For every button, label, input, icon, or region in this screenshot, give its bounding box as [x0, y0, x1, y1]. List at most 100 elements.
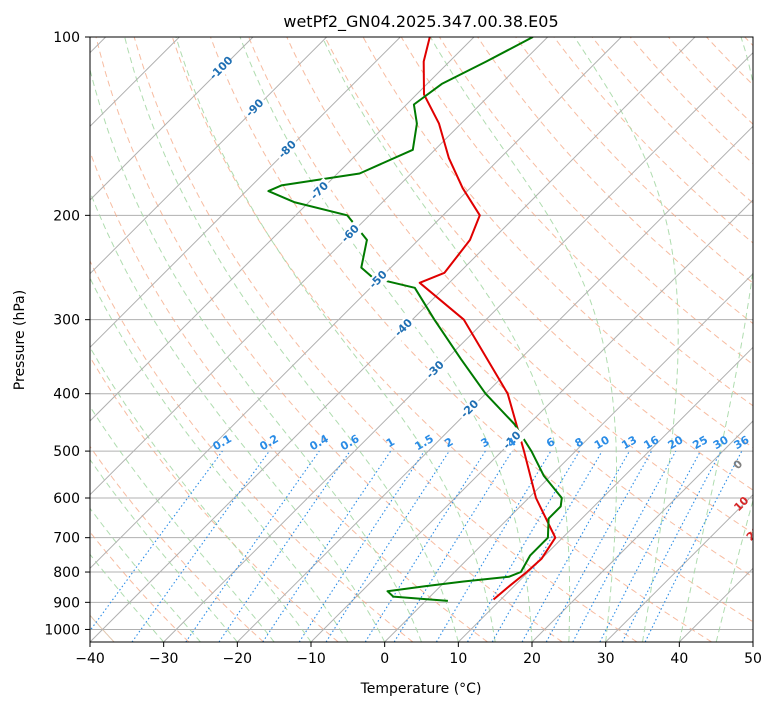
y-tick-label: 700: [53, 531, 80, 547]
x-tick-label: 30: [597, 651, 615, 667]
mixing-ratio-label: 30: [711, 433, 731, 452]
mixing-ratio-label: 20: [666, 433, 686, 452]
moist-adiabat-line: [573, 37, 679, 642]
dry-adiabat-line: [171, 37, 712, 642]
dry-adiabat-line: [591, 37, 753, 204]
x-tick-label: −20: [223, 651, 253, 667]
moist-adiabat-line: [124, 37, 459, 642]
mixing-ratio-line: [364, 450, 486, 642]
isotherm-line: [90, 37, 622, 570]
isotherm-line: [90, 37, 475, 422]
x-tick-label: 20: [523, 651, 541, 667]
isotherm-line: [310, 199, 753, 642]
dry-adiabat-line: [90, 259, 414, 642]
mixing-ratio-line: [435, 450, 552, 642]
isotherm-line: [457, 346, 753, 642]
y-tick-label: 500: [53, 444, 80, 460]
mixing-ratio-line: [521, 450, 630, 642]
isotherm-line: [90, 37, 696, 642]
label-background: [422, 356, 449, 384]
isotherm-line: [531, 420, 753, 642]
dry-adiabat-line: [324, 37, 753, 491]
mixing-ratio-line: [218, 450, 351, 642]
dry-adiabat-line: [744, 37, 753, 47]
label-background: [306, 177, 334, 205]
x-tick-label: −40: [75, 651, 105, 667]
chart-title: wetPf2_GN04.2025.347.00.38.E05: [283, 12, 558, 32]
temperature-profile-line: [418, 37, 557, 601]
dry-adiabat-line: [286, 37, 753, 534]
x-tick-label: −10: [296, 651, 326, 667]
line-labels: -100-90-80-70-60-50-40-30-20-100.1 0.2 0.4…: [207, 53, 775, 601]
y-tick-label: 900: [53, 595, 80, 611]
mixing-ratio-line: [298, 450, 425, 642]
y-tick-label: 300: [53, 313, 80, 329]
dry-adiabat-line: [90, 445, 264, 642]
moist-adiabat-line: [90, 190, 386, 642]
label-background: [456, 395, 484, 423]
dry-adiabat-line: [90, 356, 339, 642]
mixing-ratio-line: [572, 450, 677, 642]
wet-adiabat-label: 20: [744, 523, 764, 543]
mixing-ratio-line: [599, 450, 701, 642]
isotherm-line: [384, 272, 753, 642]
isotherm-line: [163, 51, 753, 642]
mixing-ratio-line: [90, 450, 223, 632]
moist-adiabat-line: [429, 37, 617, 642]
label-background: [274, 136, 301, 164]
dry-adiabat-line: [95, 37, 563, 642]
moist-adiabat-line: [90, 458, 238, 642]
mixing-ratio-line: [325, 450, 450, 642]
wet-adiabat-label: 0: [731, 457, 746, 472]
label-background: [365, 266, 392, 294]
mixing-ratio-label: 2: [442, 435, 455, 450]
x-axis-ticks: −40 −30 −20 −10 0 10 20 30 40 50: [75, 642, 762, 667]
y-tick-label: 400: [53, 387, 80, 403]
wet-adiabat-label: 30: [754, 553, 774, 573]
mixing-ratio-line: [131, 450, 270, 642]
dry-adiabat-line: [668, 37, 753, 125]
dry-adiabat-line: [90, 531, 190, 642]
mixing-ratio-label: 1: [384, 435, 397, 450]
x-tick-label: 0: [380, 651, 389, 667]
isotherm-line: [605, 493, 753, 642]
mixing-ratio-lines: [90, 450, 743, 642]
label-background: [498, 427, 526, 455]
isotherm-line: [752, 641, 753, 642]
isotherm-line: [90, 37, 328, 275]
y-tick-label: 800: [53, 565, 80, 581]
y-tick-label: 1000: [44, 622, 80, 638]
mixing-ratio-label: 10: [592, 433, 612, 452]
dewpoint-profile-line: [267, 37, 563, 602]
mixing-ratio-label: 0.6: [338, 432, 362, 453]
label-background: [208, 55, 236, 82]
dry-adiabat-line: [133, 37, 638, 642]
isotherm-line: [678, 567, 753, 642]
moist-adiabat-line: [678, 37, 753, 642]
mixing-ratio-line: [467, 450, 580, 642]
y-axis-label: Pressure (hPa): [12, 290, 28, 390]
sounding-profiles: [267, 37, 563, 602]
label-background: [390, 314, 418, 342]
mixing-ratio-label: 0.1: [210, 432, 233, 453]
moist-adiabat-line: [90, 67, 422, 642]
isotherm-line: [236, 125, 753, 642]
mixing-ratio-label: 16: [641, 433, 661, 452]
mixing-ratio-label: 1.5: [412, 432, 435, 453]
y-tick-label: 200: [53, 208, 80, 224]
skewed-isotherms: [90, 37, 753, 642]
moist-adiabat-line: [239, 37, 533, 642]
moist-adiabat-line: [90, 553, 165, 642]
moist-adiabat-line: [90, 346, 312, 642]
x-tick-label: 10: [449, 651, 467, 667]
dry-adiabats: [90, 37, 753, 642]
mixing-ratio-line: [262, 450, 392, 642]
moist-adiabat-line: [175, 37, 496, 642]
dry-adiabat-line: [706, 37, 753, 86]
moist-adiabats: [90, 37, 753, 642]
dry-adiabat-line: [248, 37, 753, 578]
moist-adiabat-line: [715, 498, 753, 642]
moist-adiabat-line: [90, 507, 201, 642]
wet-adiabat-label: 40: [769, 581, 775, 601]
